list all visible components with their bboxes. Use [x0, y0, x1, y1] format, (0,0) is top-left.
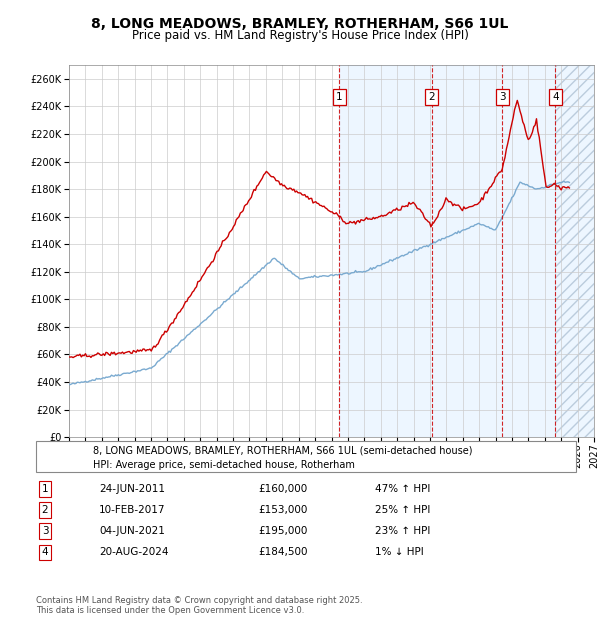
Text: 4: 4: [41, 547, 49, 557]
Text: Contains HM Land Registry data © Crown copyright and database right 2025.
This d: Contains HM Land Registry data © Crown c…: [36, 596, 362, 615]
Text: £195,000: £195,000: [258, 526, 307, 536]
Text: 1% ↓ HPI: 1% ↓ HPI: [375, 547, 424, 557]
Text: 1: 1: [41, 484, 49, 494]
Bar: [340, 65, 594, 437]
Text: 3: 3: [41, 526, 49, 536]
Text: HPI: Average price, semi-detached house, Rotherham: HPI: Average price, semi-detached house,…: [93, 459, 355, 470]
Text: 25% ↑ HPI: 25% ↑ HPI: [375, 505, 430, 515]
Bar: [555, 65, 594, 437]
Text: 8, LONG MEADOWS, BRAMLEY, ROTHERHAM, S66 1UL: 8, LONG MEADOWS, BRAMLEY, ROTHERHAM, S66…: [91, 17, 509, 32]
Text: 2: 2: [428, 92, 435, 102]
Text: 24-JUN-2011: 24-JUN-2011: [99, 484, 165, 494]
Text: 47% ↑ HPI: 47% ↑ HPI: [375, 484, 430, 494]
Text: 23% ↑ HPI: 23% ↑ HPI: [375, 526, 430, 536]
Text: 8, LONG MEADOWS, BRAMLEY, ROTHERHAM, S66 1UL (semi-detached house): 8, LONG MEADOWS, BRAMLEY, ROTHERHAM, S66…: [93, 446, 473, 456]
Text: 2: 2: [41, 505, 49, 515]
Text: 10-FEB-2017: 10-FEB-2017: [99, 505, 166, 515]
Text: 4: 4: [552, 92, 559, 102]
Text: Price paid vs. HM Land Registry's House Price Index (HPI): Price paid vs. HM Land Registry's House …: [131, 29, 469, 42]
Text: £153,000: £153,000: [258, 505, 307, 515]
Text: 3: 3: [499, 92, 506, 102]
Text: £160,000: £160,000: [258, 484, 307, 494]
Text: 1: 1: [336, 92, 343, 102]
Text: 04-JUN-2021: 04-JUN-2021: [99, 526, 165, 536]
Text: £184,500: £184,500: [258, 547, 308, 557]
Text: 20-AUG-2024: 20-AUG-2024: [99, 547, 169, 557]
